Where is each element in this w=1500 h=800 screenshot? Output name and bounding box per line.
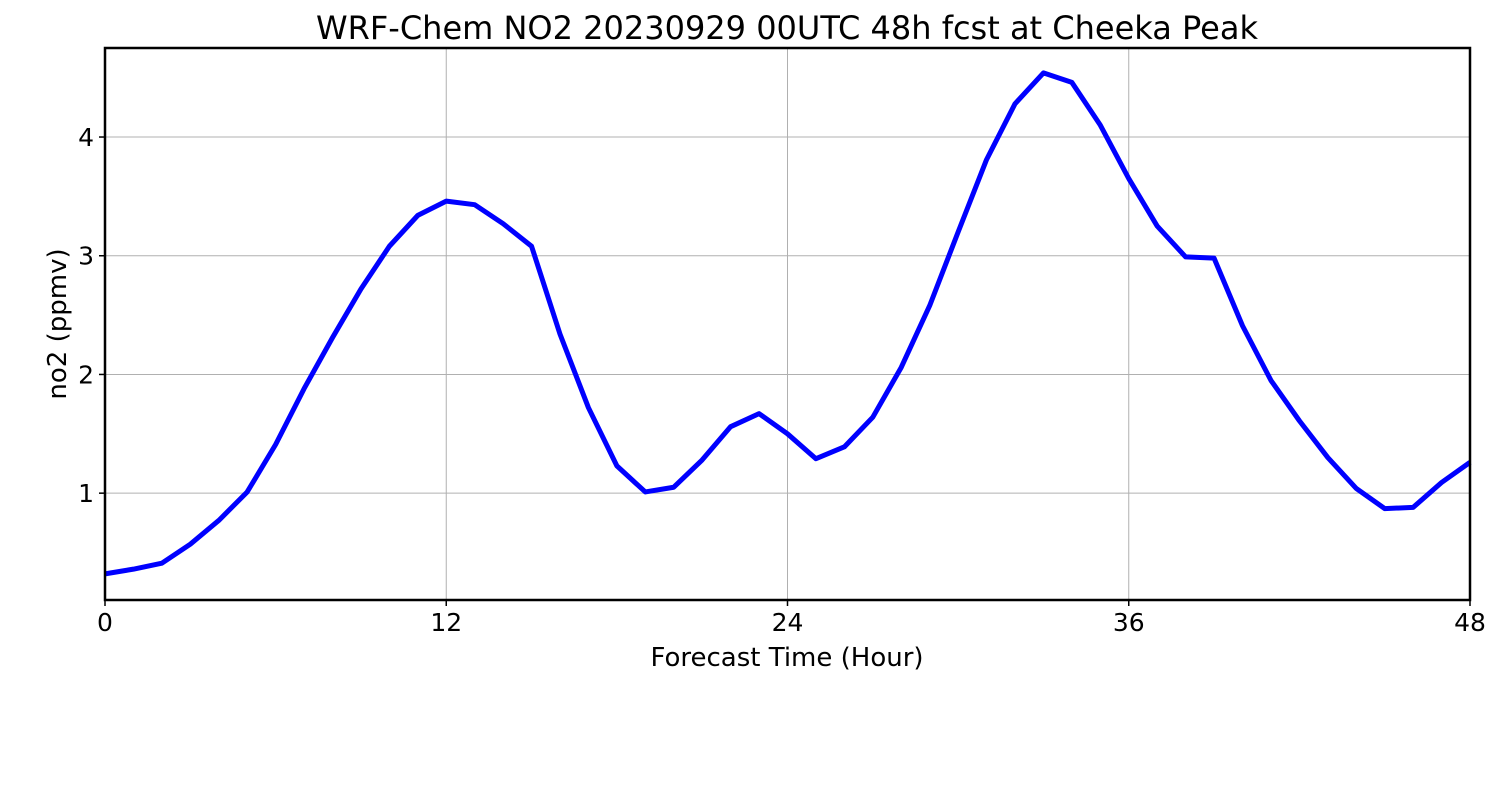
y-tick-label: 2 xyxy=(78,360,94,389)
x-tick-label: 24 xyxy=(772,608,804,637)
chart-title: WRF-Chem NO2 20230929 00UTC 48h fcst at … xyxy=(316,9,1258,47)
x-tick-label: 12 xyxy=(430,608,462,637)
grid xyxy=(104,48,1471,600)
series-layer xyxy=(104,70,1472,577)
y-tick-label: 4 xyxy=(78,123,94,152)
x-tick-label: 0 xyxy=(97,608,113,637)
x-tick-label: 48 xyxy=(1454,608,1486,637)
y-tick-label: 3 xyxy=(78,242,94,271)
x-tick-label: 36 xyxy=(1113,608,1145,637)
y-axis-label: no2 (ppmv) xyxy=(43,248,73,399)
x-axis-label: Forecast Time (Hour) xyxy=(650,643,923,673)
y-tick-label: 1 xyxy=(78,479,94,508)
